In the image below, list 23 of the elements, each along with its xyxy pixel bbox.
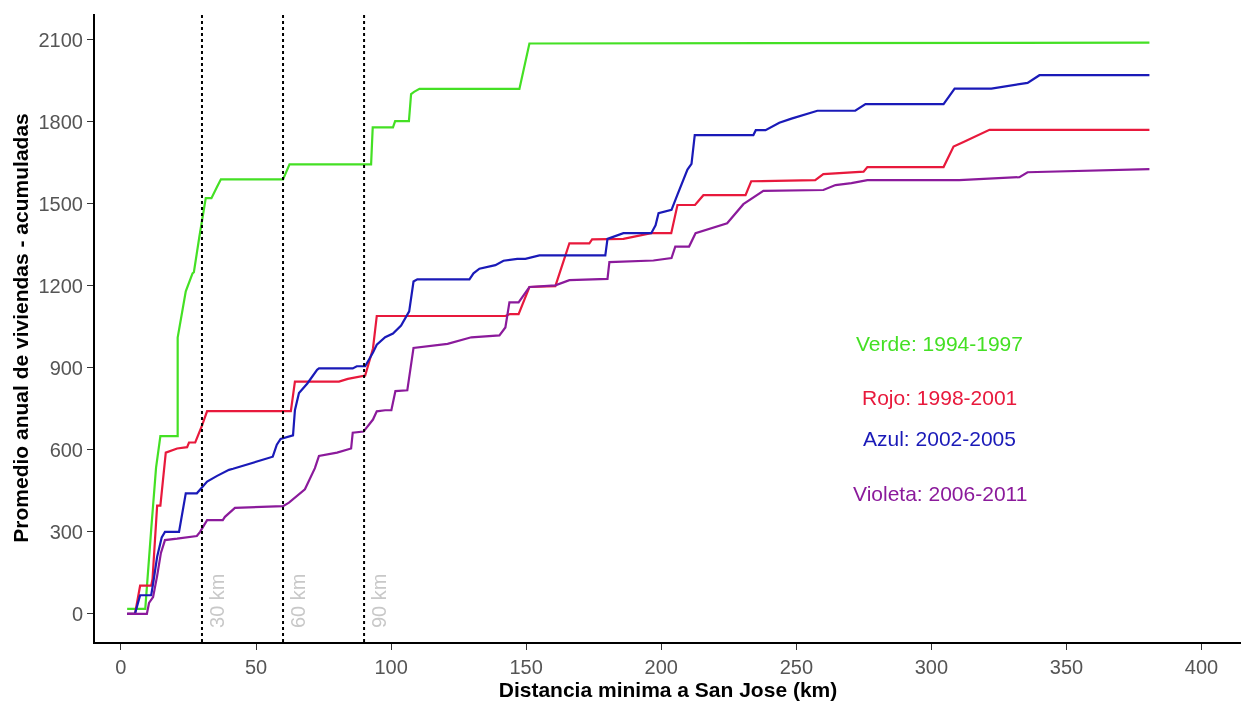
y-tick-label: 600 [49,438,83,461]
text: Violeta: 2006-2011 [853,482,1028,505]
y-tick-label: 0 [71,602,83,625]
x-axis-title: Distancia minima a San Jose (km) [498,678,838,701]
x-tick-label: 150 [509,656,543,678]
x-tick-label: 250 [779,656,814,678]
text: Rojo: 1998-2001 [862,386,1018,409]
x-tick-label: 400 [1184,656,1219,678]
x-tick-label: 300 [914,656,949,678]
x-tick-label: 0 [115,656,127,678]
text: Verde: 1994-1997 [856,332,1023,355]
y-tick-label: 1200 [38,274,83,297]
y-tick-label: 900 [49,356,83,379]
text: Azul: 2002-2005 [863,427,1016,450]
y-tick-label: 300 [49,520,83,543]
y-tick-label: 1500 [38,192,83,215]
y-tick-label: 1800 [38,110,83,133]
y-axis-title: Promedio anual de viviendas - acumuladas [9,113,33,543]
x-tick-label: 50 [244,656,268,678]
y-tick-label: 2100 [38,28,83,51]
x-tick-label: 100 [374,656,408,678]
x-tick-label: 200 [644,656,678,678]
x-tick-label: 350 [1049,656,1084,678]
